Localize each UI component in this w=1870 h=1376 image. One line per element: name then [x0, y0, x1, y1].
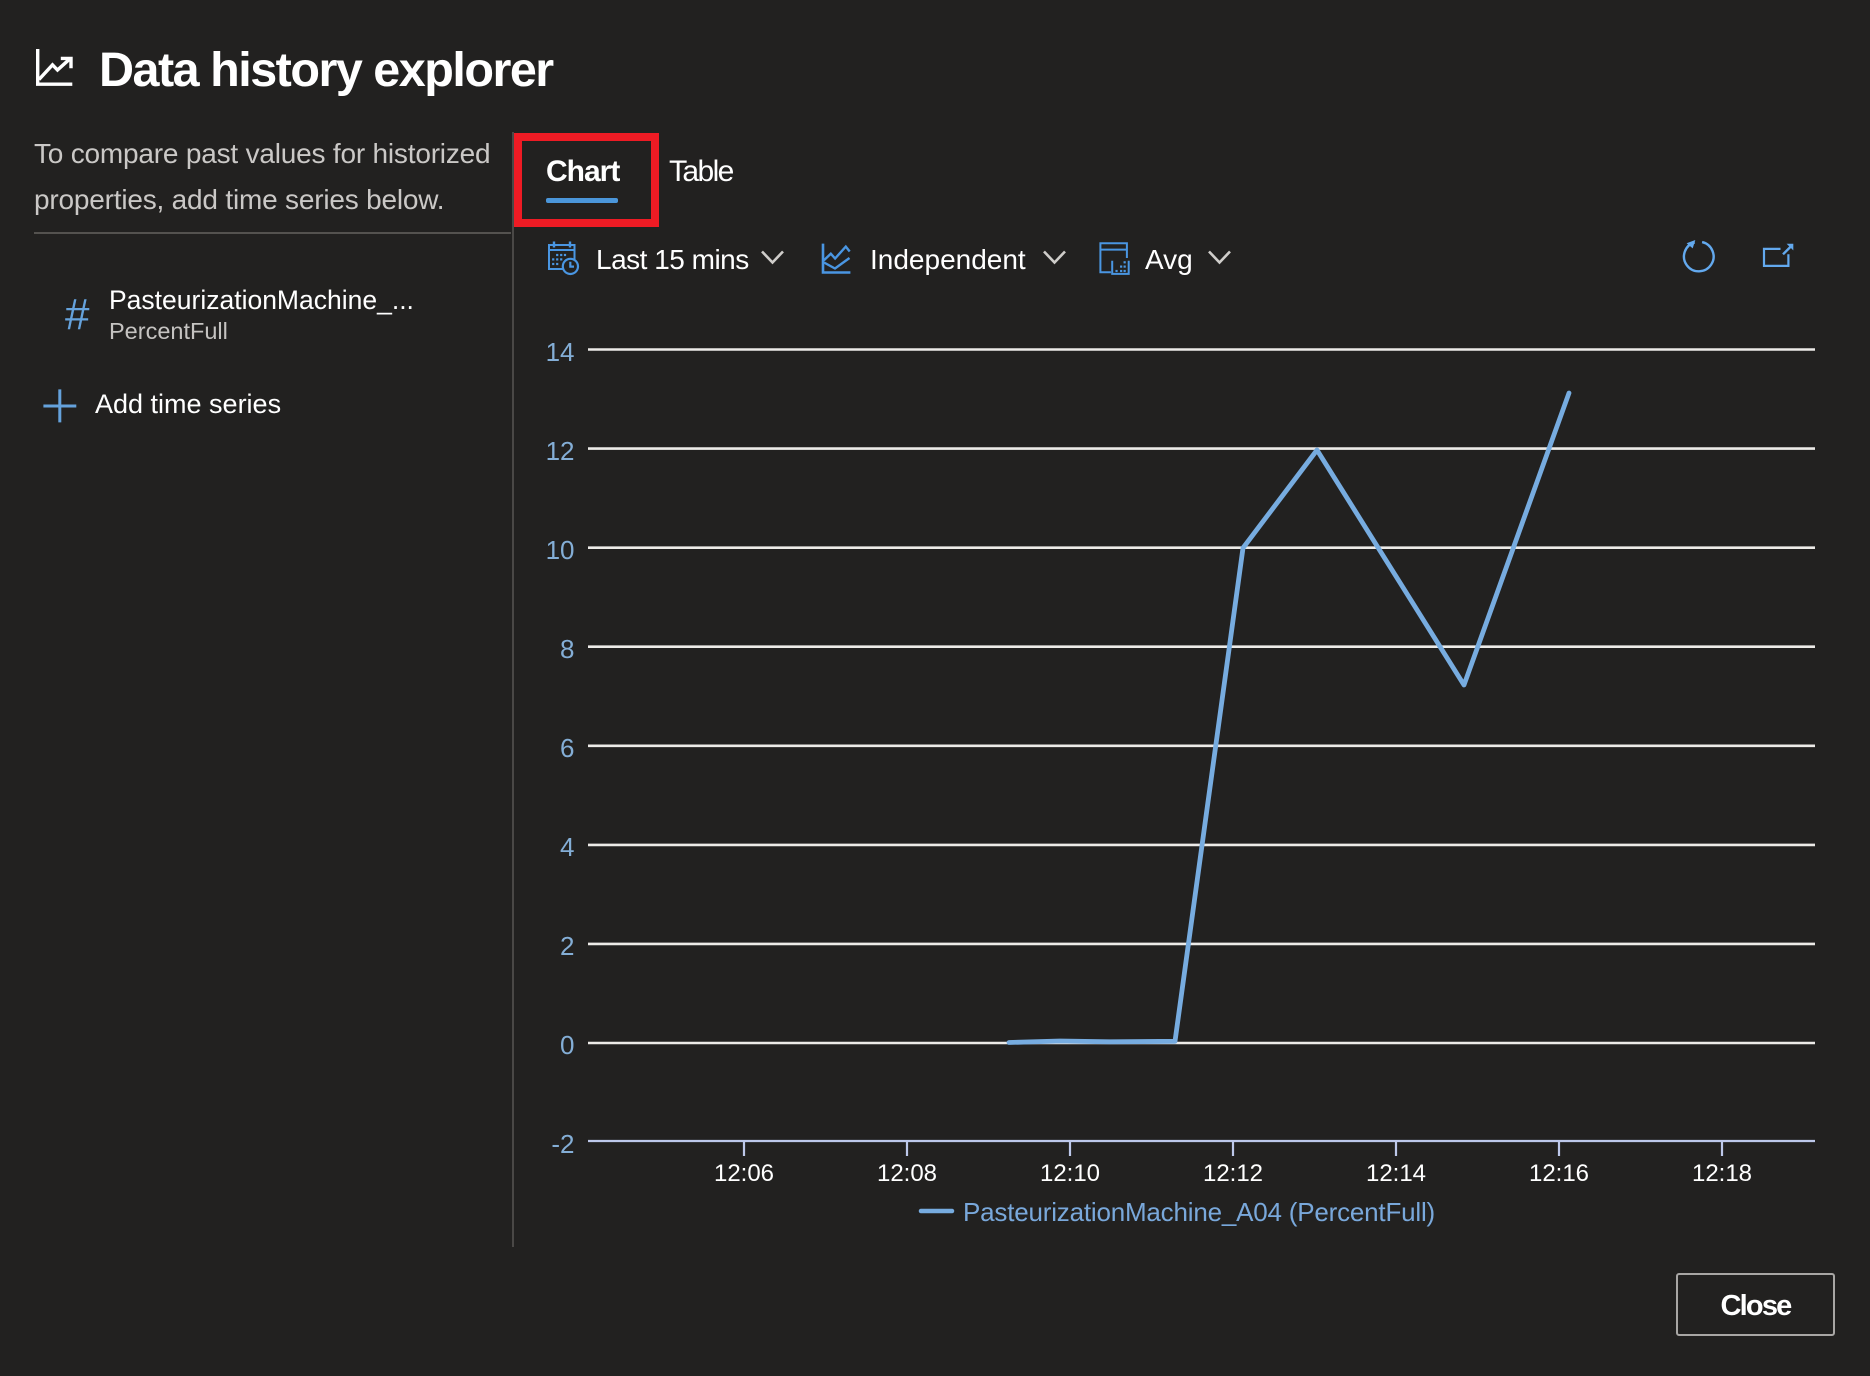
- svg-text:12:18: 12:18: [1692, 1160, 1752, 1187]
- svg-text:6: 6: [560, 733, 574, 763]
- svg-text:12:14: 12:14: [1366, 1160, 1426, 1187]
- svg-text:4: 4: [560, 832, 574, 862]
- svg-text:12:08: 12:08: [877, 1160, 937, 1187]
- svg-text:PasteurizationMachine_A04 (Per: PasteurizationMachine_A04 (PercentFull): [963, 1197, 1435, 1227]
- svg-text:12:16: 12:16: [1529, 1160, 1589, 1187]
- svg-text:-2: -2: [551, 1129, 574, 1159]
- svg-text:12:06: 12:06: [714, 1160, 774, 1187]
- svg-text:12:10: 12:10: [1040, 1160, 1100, 1187]
- svg-text:12: 12: [546, 436, 575, 466]
- svg-text:2: 2: [560, 931, 574, 961]
- svg-text:14: 14: [546, 337, 575, 367]
- svg-text:8: 8: [560, 634, 574, 664]
- svg-text:0: 0: [560, 1030, 574, 1060]
- svg-text:12:12: 12:12: [1203, 1160, 1263, 1187]
- svg-text:10: 10: [546, 535, 575, 565]
